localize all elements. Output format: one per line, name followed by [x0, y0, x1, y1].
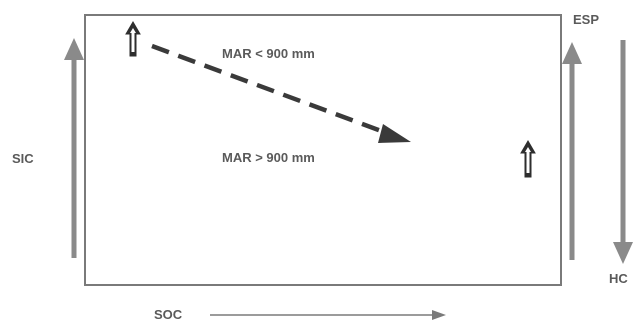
- plot-frame: [84, 14, 562, 286]
- annotation-lower: MAR > 900 mm: [222, 150, 315, 165]
- soc-right-arrow: [210, 310, 446, 320]
- soc-label: SOC: [154, 307, 183, 322]
- esp-up-arrow: [562, 42, 582, 260]
- sic-up-arrow: [64, 38, 84, 258]
- hc-label: HC: [609, 271, 628, 286]
- small-up-arrow-upper: [125, 21, 141, 57]
- annotation-upper: MAR < 900 mm: [222, 46, 315, 61]
- esp-label: ESP: [573, 12, 600, 27]
- hc-down-arrow: [613, 40, 633, 264]
- small-up-arrow-lower: [520, 140, 536, 178]
- dashed-trend-arrow: [151, 43, 411, 143]
- sic-label: SIC: [12, 151, 34, 166]
